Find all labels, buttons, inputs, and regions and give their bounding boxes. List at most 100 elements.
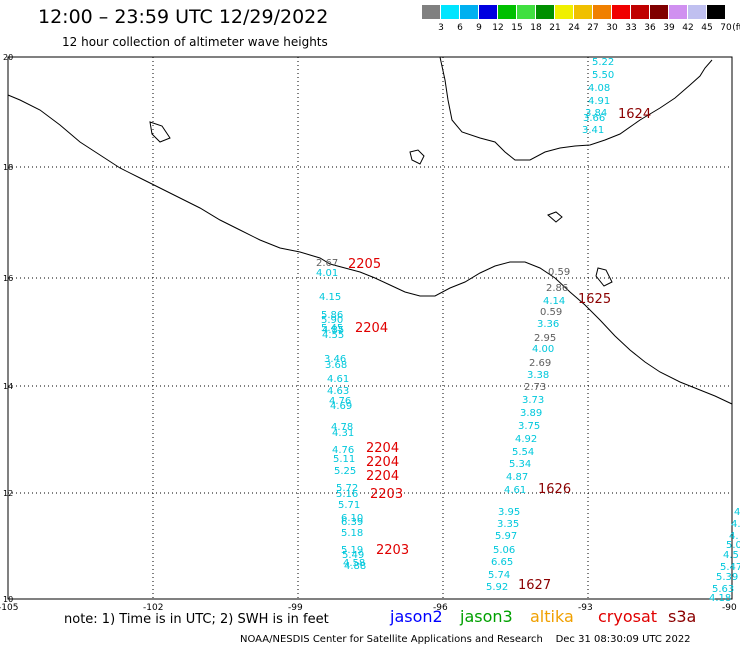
wave-height-value: 2.95 (534, 333, 556, 344)
wave-height-value: 4.00 (532, 344, 554, 355)
pass-time-label: 2204 (366, 441, 399, 456)
wave-height-value: 5.71 (338, 500, 360, 511)
small-island (547, 211, 563, 223)
wave-height-value: 4.5 (723, 550, 739, 561)
wave-height-value: 4.63 (327, 386, 349, 397)
wave-height-value: 5.74 (488, 570, 510, 581)
wave-height-value: 5.47 (720, 562, 740, 573)
colorbar-label: 42 (682, 23, 694, 33)
wave-height-value: 2.73 (524, 382, 546, 393)
wave-height-value: 4.92 (515, 434, 537, 445)
wave-height-value: 5.34 (509, 459, 531, 470)
wave-height-value: 3.84 (585, 108, 607, 119)
pass-time-label: 1625 (578, 292, 611, 307)
lat-lon-grid (8, 57, 732, 599)
colorbar-label: 27 (587, 23, 599, 33)
wave-height-value: 4.01 (316, 268, 338, 279)
wave-height-value: 4. (731, 519, 740, 530)
wave-height-value: 3.41 (582, 125, 604, 136)
colorbar-swatch (707, 5, 725, 19)
satellite-legend-item: cryosat (598, 607, 658, 626)
map-subtitle: 12 hour collection of altimeter wave hei… (62, 35, 328, 49)
colorbar-swatch (460, 5, 478, 19)
colorbar-label: 21 (549, 23, 561, 33)
footer-note: note: 1) Time is in UTC; 2) SWH is in fe… (64, 612, 329, 627)
satellite-legend-item: jason3 (460, 607, 513, 626)
pass-time-label: 1626 (538, 482, 571, 497)
wave-height-value: 3.35 (497, 519, 519, 530)
colorbar-swatch (498, 5, 516, 19)
wave-height-value: 4.15 (319, 292, 341, 303)
colorbar-label: 30 (606, 23, 618, 33)
wave-height-value: 3.95 (498, 507, 520, 518)
wave-height-value: 3.68 (325, 360, 347, 371)
pass-time-label: 2204 (366, 455, 399, 470)
wave-height-value: 4.31 (332, 428, 354, 439)
wave-height-value: 5.11 (333, 454, 355, 465)
colorbar-swatch (593, 5, 611, 19)
satellite-legend-item: jason2 (390, 607, 443, 626)
colorbar-swatch (612, 5, 630, 19)
wave-height-value: 5.50 (592, 70, 614, 81)
wave-height-value: 5.18 (341, 528, 363, 539)
credit-line: NOAA/NESDIS Center for Satellite Applica… (240, 634, 691, 645)
colorbar-swatch (688, 5, 706, 19)
wave-height-value: 3.89 (520, 408, 542, 419)
colorbar-label: 33 (625, 23, 637, 33)
wave-height-value: 5.97 (495, 531, 517, 542)
wave-height-value: 3.46 (324, 354, 346, 365)
satellite-legend-item: altika (530, 607, 574, 626)
colorbar-label: 36 (644, 23, 656, 33)
wave-height-value: 4.76 (329, 396, 351, 407)
wave-height-value: 4.61 (327, 374, 349, 385)
colorbar-swatch (422, 5, 440, 19)
longitude-label: -99 (288, 603, 303, 613)
wave-height-value: 5.54 (512, 447, 534, 458)
colorbar-label: 9 (476, 23, 482, 33)
colorbar-label: 15 (511, 23, 523, 33)
longitude-label: -96 (433, 603, 448, 613)
colorbar-label: 12 (492, 23, 504, 33)
pass-time-label: 2204 (366, 469, 399, 484)
wave-height-value: 5.86 (321, 310, 343, 321)
colorbar-swatch (631, 5, 649, 19)
altimeter-tracks: 5.22 5.50 4.08 4.913.843.663.41 1624 2.674.01… (316, 57, 740, 604)
colorbar-label: 6 (457, 23, 463, 33)
wave-height-value: 4. (734, 507, 740, 518)
lake-shape (409, 149, 425, 165)
wave-height-value: 4.91 (588, 96, 610, 107)
wave-height-value: 0.59 (540, 307, 562, 318)
wave-height-value: 6.10 (341, 513, 363, 524)
wave-height-value: 4.61 (504, 485, 526, 496)
colorbar-swatch (479, 5, 497, 19)
colorbar-label: 18 (530, 23, 542, 33)
wave-height-value: 3.38 (527, 370, 549, 381)
latitude-label: 12 (3, 489, 13, 498)
colorbar-label: 39 (663, 23, 675, 33)
colorbar-swatch (536, 5, 554, 19)
wave-height-value: 6.39 (341, 517, 363, 528)
colorbar-label: 24 (568, 23, 580, 33)
latitude-label: 10 (3, 595, 13, 604)
longitude-label: -90 (722, 603, 737, 613)
wave-height-value: 4.55 (322, 330, 344, 341)
wave-height-value: 0.59 (548, 267, 570, 278)
satellite-legend-item: s3a (668, 607, 697, 626)
wave-height-value: 5.06 (493, 545, 515, 556)
wave-height-value: 3.73 (522, 395, 544, 406)
colorbar-label: 3 (438, 23, 444, 33)
wave-height-value: 2.86 (546, 283, 568, 294)
wave-height-value: 4.85 (322, 325, 344, 336)
wave-height-value: 5.63 (712, 584, 734, 595)
pass-time-label: 1624 (618, 107, 651, 122)
wave-height-value: 4.08 (588, 83, 610, 94)
pass-time-label: 1627 (518, 578, 551, 593)
pass-time-label: 2203 (370, 487, 403, 502)
wave-height-value: 5.39 (716, 572, 738, 583)
colorbar-label: 70 (720, 23, 732, 33)
wave-height-value: 6.65 (491, 557, 513, 568)
latitude-label: 16 (3, 274, 13, 283)
wave-height-value: 2.69 (529, 358, 551, 369)
colorbar-swatch (669, 5, 687, 19)
colorbar-swatch (574, 5, 592, 19)
